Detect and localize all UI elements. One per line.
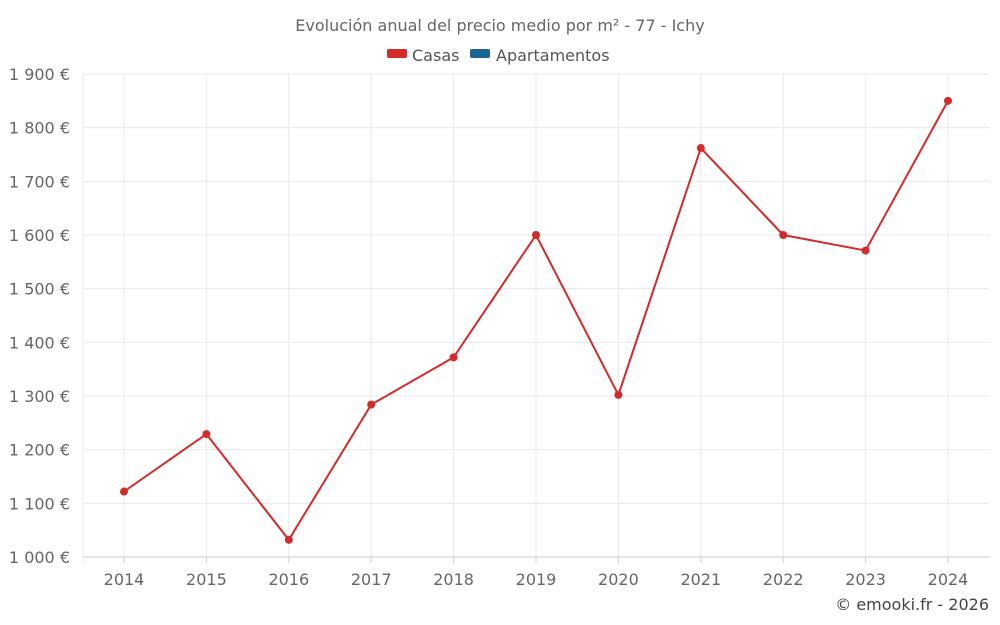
- x-tick-label: 2017: [351, 570, 392, 589]
- y-tick-label: 1 900 €: [9, 65, 70, 84]
- y-tick-label: 1 400 €: [9, 333, 70, 352]
- y-tick-label: 1 600 €: [9, 226, 70, 245]
- data-point-casas-2022[interactable]: [779, 231, 788, 239]
- x-tick-label: 2021: [680, 570, 721, 589]
- x-tick-label: 2023: [845, 570, 886, 589]
- x-tick-label: 2022: [763, 570, 804, 589]
- legend-swatch-apartamentos: [470, 49, 490, 58]
- y-tick-label: 1 700 €: [9, 172, 70, 191]
- x-tick-label: 2016: [268, 570, 309, 589]
- y-tick-label: 1 100 €: [9, 494, 70, 513]
- y-tick-label: 1 200 €: [9, 441, 70, 460]
- x-tick-label: 2015: [186, 570, 227, 589]
- data-point-casas-2021[interactable]: [696, 144, 705, 153]
- data-point-casas-2020[interactable]: [614, 390, 623, 399]
- x-tick-label: 2019: [516, 570, 557, 589]
- chart-legend: Casas Apartamentos: [387, 46, 610, 65]
- data-point-casas-2023[interactable]: [861, 246, 870, 255]
- y-tick-label: 1 000 €: [9, 548, 70, 567]
- x-tick-label: 2024: [928, 570, 969, 589]
- x-tick-label: 2014: [104, 570, 145, 589]
- data-point-casas-2015[interactable]: [202, 430, 211, 439]
- copyright-credit: © emooki.fr - 2026: [835, 595, 989, 614]
- data-point-casas-2019[interactable]: [532, 231, 540, 239]
- y-tick-label: 1 800 €: [9, 119, 70, 138]
- x-tick-label: 2020: [598, 570, 639, 589]
- x-tick-label: 2018: [433, 570, 474, 589]
- data-point-casas-2024[interactable]: [944, 96, 952, 105]
- data-point-casas-2014[interactable]: [120, 487, 128, 496]
- chart-title: Evolución anual del precio medio por m² …: [295, 16, 704, 35]
- data-point-casas-2016[interactable]: [284, 535, 293, 544]
- legend-swatch-casas: [387, 49, 407, 58]
- data-point-casas-2018[interactable]: [449, 353, 458, 362]
- data-point-casas-2017[interactable]: [367, 400, 376, 409]
- y-tick-label: 1 300 €: [9, 387, 70, 406]
- legend-label-apartamentos[interactable]: Apartamentos: [496, 46, 610, 65]
- legend-label-casas[interactable]: Casas: [412, 46, 459, 65]
- y-tick-label: 1 500 €: [9, 280, 70, 299]
